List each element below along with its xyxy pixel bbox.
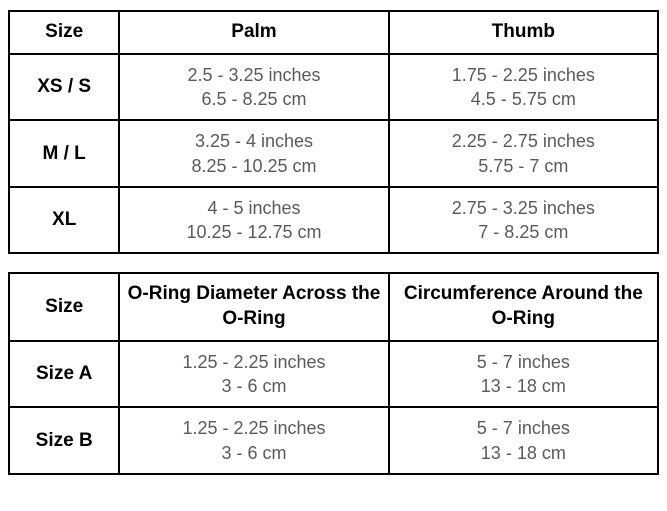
table-row: Size A 1.25 - 2.25 inches 3 - 6 cm 5 - 7… [9,341,658,408]
circumference-value: 5 - 7 inches 13 - 18 cm [389,407,658,474]
diameter-value: 1.25 - 2.25 inches 3 - 6 cm [119,407,388,474]
size-label: XL [9,187,119,254]
value-cm: 3 - 6 cm [126,374,381,398]
table-header-row: Size O-Ring Diameter Across the O-Ring C… [9,273,658,340]
palm-value: 4 - 5 inches 10.25 - 12.75 cm [119,187,388,254]
header-palm: Palm [119,11,388,54]
size-label: Size B [9,407,119,474]
circumference-value: 5 - 7 inches 13 - 18 cm [389,341,658,408]
value-cm: 4.5 - 5.75 cm [396,87,651,111]
value-cm: 3 - 6 cm [126,441,381,465]
table-row: XS / S 2.5 - 3.25 inches 6.5 - 8.25 cm 1… [9,54,658,121]
size-label: Size A [9,341,119,408]
value-cm: 13 - 18 cm [396,441,651,465]
value-inches: 2.5 - 3.25 inches [126,63,381,87]
value-cm: 8.25 - 10.25 cm [126,154,381,178]
size-table-palm-thumb: Size Palm Thumb XS / S 2.5 - 3.25 inches… [8,10,659,254]
value-cm: 7 - 8.25 cm [396,220,651,244]
thumb-value: 2.25 - 2.75 inches 5.75 - 7 cm [389,120,658,187]
table-row: Size B 1.25 - 2.25 inches 3 - 6 cm 5 - 7… [9,407,658,474]
size-label: M / L [9,120,119,187]
size-table-oring: Size O-Ring Diameter Across the O-Ring C… [8,272,659,475]
palm-value: 3.25 - 4 inches 8.25 - 10.25 cm [119,120,388,187]
value-inches: 1.25 - 2.25 inches [126,350,381,374]
header-size: Size [9,273,119,340]
value-inches: 2.75 - 3.25 inches [396,196,651,220]
diameter-value: 1.25 - 2.25 inches 3 - 6 cm [119,341,388,408]
table-row: XL 4 - 5 inches 10.25 - 12.75 cm 2.75 - … [9,187,658,254]
value-cm: 13 - 18 cm [396,374,651,398]
value-cm: 10.25 - 12.75 cm [126,220,381,244]
value-inches: 2.25 - 2.75 inches [396,129,651,153]
value-inches: 3.25 - 4 inches [126,129,381,153]
value-inches: 1.25 - 2.25 inches [126,416,381,440]
value-cm: 6.5 - 8.25 cm [126,87,381,111]
value-inches: 1.75 - 2.25 inches [396,63,651,87]
value-inches: 5 - 7 inches [396,350,651,374]
header-size: Size [9,11,119,54]
thumb-value: 2.75 - 3.25 inches 7 - 8.25 cm [389,187,658,254]
thumb-value: 1.75 - 2.25 inches 4.5 - 5.75 cm [389,54,658,121]
header-diameter: O-Ring Diameter Across the O-Ring [119,273,388,340]
value-cm: 5.75 - 7 cm [396,154,651,178]
table-row: M / L 3.25 - 4 inches 8.25 - 10.25 cm 2.… [9,120,658,187]
header-circumference: Circumference Around the O-Ring [389,273,658,340]
header-thumb: Thumb [389,11,658,54]
size-label: XS / S [9,54,119,121]
palm-value: 2.5 - 3.25 inches 6.5 - 8.25 cm [119,54,388,121]
value-inches: 4 - 5 inches [126,196,381,220]
value-inches: 5 - 7 inches [396,416,651,440]
table-header-row: Size Palm Thumb [9,11,658,54]
